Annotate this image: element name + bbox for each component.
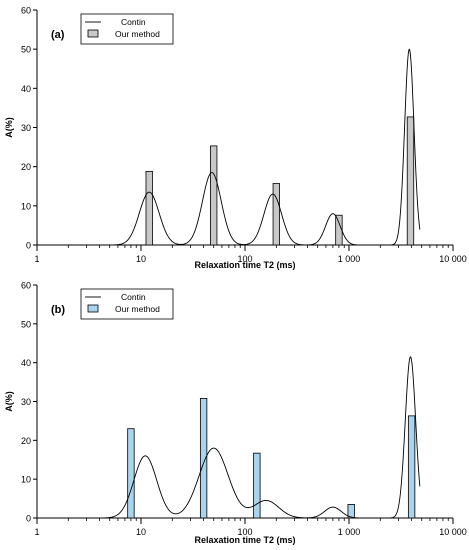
y-tick-label: 40 [21,84,31,94]
y-tick-label: 60 [21,281,31,291]
line-contin [37,48,421,246]
y-tick-label: 10 [21,201,31,211]
line-contin [37,356,421,519]
legend-box [80,13,174,45]
legend-entry-our-method: Our method [115,29,160,39]
legend-entry-contin: Contin [121,292,146,302]
y-tick-label: 20 [21,436,31,446]
legend-box [80,288,174,320]
legend-entry-our-method: Our method [115,304,160,314]
y-tick-label: 20 [21,162,31,172]
legend-bar-swatch [87,304,99,313]
panel-label: (b) [51,304,65,316]
x-tick-label: 1 000 [338,527,361,537]
y-tick-label: 50 [21,45,31,55]
bar-our-method [253,452,261,519]
y-tick-label: 60 [21,6,31,16]
bar-our-method [199,397,208,519]
y-tick-label: 40 [21,358,31,368]
x-tick-label: 1 [34,527,39,537]
bar-our-method [272,183,280,246]
y-tick-label: 0 [26,241,31,251]
bar-our-method [407,415,416,519]
y-tick-label: 30 [21,397,31,407]
x-tick-label: 10 [136,527,146,537]
bar-our-method [145,170,153,246]
legend-bar-swatch [87,29,99,38]
x-tick-label: 10 [136,254,146,264]
y-axis-label: A(%) [4,117,14,138]
chart-panel-a: 0 10 20 30 40 50 60 1 10 100 1 000 10 000 Relaxation… [4,6,467,271]
bar-our-method [406,116,415,246]
bar-our-method [127,428,135,519]
y-tick-label: 0 [26,514,31,524]
bar-our-method [335,214,343,246]
y-tick-label: 50 [21,319,31,329]
x-axis-label: Relaxation time T2 (ms) [194,535,295,545]
y-tick-label: 10 [21,475,31,485]
panel-label: (a) [51,29,65,41]
x-tick-label: 100 [237,527,252,537]
x-tick-label: 100 [237,254,252,264]
x-tick-label: 1 [34,254,39,264]
bar-our-method [210,145,218,246]
x-tick-label: 10 000 [439,254,467,264]
chart-panel-b: 0 10 20 30 40 50 60 1 10 100 1 000 10 000 Relaxation… [4,281,467,546]
y-tick-label: 30 [21,123,31,133]
x-tick-label: 10 000 [439,527,467,537]
x-tick-label: 1 000 [338,254,361,264]
y-axis-label: A(%) [4,391,14,412]
x-axis-label: Relaxation time T2 (ms) [194,260,295,270]
legend-entry-contin: Contin [121,17,146,27]
bar-our-method [347,504,355,519]
